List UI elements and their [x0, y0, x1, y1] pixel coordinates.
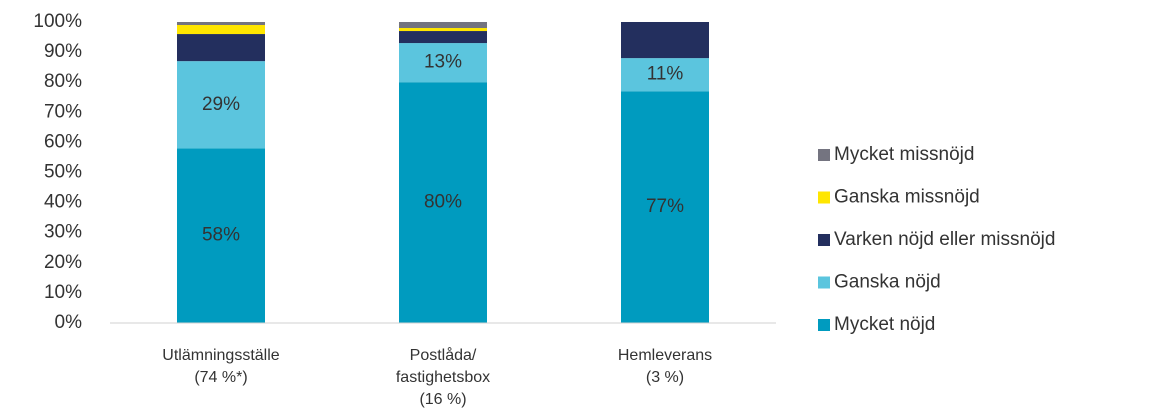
legend-label: Mycket nöjd	[834, 314, 935, 335]
bar-segment	[177, 25, 265, 35]
bar-segment	[177, 148, 265, 323]
y-tick-label: 60%	[44, 131, 82, 152]
y-tick-label: 30%	[44, 222, 82, 243]
x-tick-label: (16 %)	[419, 391, 466, 408]
data-label: 80%	[424, 192, 462, 213]
legend-label: Ganska nöjd	[834, 272, 941, 293]
legend-label: Varken nöjd eller missnöjd	[834, 229, 1055, 250]
y-tick-label: 70%	[44, 101, 82, 122]
x-tick-label: Postlåda/	[410, 346, 477, 364]
bar-segment	[177, 61, 265, 149]
x-tick-label: Utlämningsställe	[162, 347, 279, 364]
bar-segment	[399, 31, 487, 44]
x-tick-label: fastighetsbox	[396, 369, 490, 386]
y-tick-label: 40%	[44, 192, 82, 213]
legend-label: Ganska missnöjd	[834, 187, 980, 208]
data-label: 13%	[424, 52, 462, 73]
bar-segment	[399, 28, 487, 32]
x-tick-label: Hemleverans	[618, 347, 712, 364]
y-tick-label: 10%	[44, 282, 82, 303]
legend-swatch	[818, 149, 830, 161]
y-tick-label: 80%	[44, 71, 82, 92]
legend-label: Mycket missnöjd	[834, 144, 974, 165]
bar-segment	[621, 58, 709, 92]
bar-segment	[177, 34, 265, 62]
legend-swatch	[818, 234, 830, 246]
y-tick-label: 20%	[44, 252, 82, 273]
data-label: 11%	[647, 64, 684, 85]
y-tick-label: 90%	[44, 41, 82, 62]
data-label: 58%	[202, 225, 240, 246]
bar-segment	[399, 22, 487, 29]
x-tick-label: (74 %*)	[194, 369, 247, 386]
bar-segment	[621, 91, 709, 323]
bar-segment	[399, 82, 487, 323]
y-tick-label: 50%	[44, 162, 82, 183]
bar-segment	[621, 22, 709, 59]
y-tick-label: 100%	[33, 11, 82, 32]
legend-swatch	[818, 276, 830, 289]
x-tick-label: (3 %)	[646, 369, 684, 386]
data-label: 77%	[646, 196, 684, 217]
legend-swatch	[818, 191, 830, 204]
legend-swatch	[818, 319, 830, 331]
y-tick-label: 0%	[55, 312, 83, 333]
bar-segment	[177, 22, 265, 26]
data-label: 29%	[202, 94, 240, 115]
bar-segment	[399, 43, 487, 83]
